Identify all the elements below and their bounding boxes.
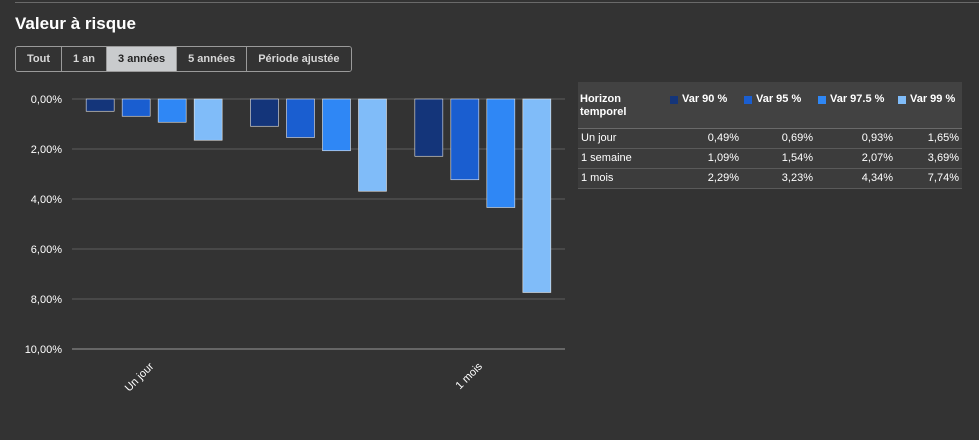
bar — [250, 98, 279, 127]
cell-value: 0,93% — [816, 128, 896, 149]
tab-1-year[interactable]: 1 an — [62, 47, 108, 71]
cell-horizon: Un jour — [578, 128, 668, 149]
cell-value: 0,49% — [668, 128, 742, 149]
legend-swatch-var-90 — [670, 96, 678, 104]
y-tick-label: 4,00% — [31, 194, 62, 206]
table-row: 1 mois 2,29% 3,23% 4,34% 7,74% — [578, 168, 962, 189]
y-tick-label: 10,00% — [25, 344, 63, 356]
col-horizon: Horizon temporel — [578, 82, 668, 129]
cell-value: 1,54% — [742, 148, 816, 169]
bar — [85, 98, 115, 112]
var-bar-chart: 0,00% 2,00% 4,00% 6,00% 8,00% 10,00% Un jour 1 … — [25, 94, 565, 394]
tab-3-years[interactable]: 3 années — [107, 47, 178, 71]
legend-swatch-var-95 — [744, 96, 752, 104]
cell-value: 1,09% — [668, 148, 742, 169]
bar — [486, 98, 516, 208]
y-tick-label: 8,00% — [31, 294, 62, 306]
cell-horizon: 1 semaine — [578, 148, 668, 169]
bar — [414, 98, 444, 157]
legend-swatch-var-97-5 — [818, 96, 826, 104]
col-var-90: Var 90 % — [668, 82, 742, 129]
var-table: Horizon temporel Var 90 % Var 95 % Var 9… — [578, 82, 962, 189]
period-tabs: Tout 1 an 3 années 5 années Période ajus… — [15, 46, 352, 72]
bar — [121, 98, 151, 117]
y-tick-label: 6,00% — [31, 244, 62, 256]
bar — [358, 98, 387, 192]
tab-all[interactable]: Tout — [16, 47, 63, 71]
col-var-99: Var 99 % — [896, 82, 962, 129]
tab-adjusted-period[interactable]: Période ajustée — [247, 47, 351, 71]
table-row: 1 semaine 1,09% 1,54% 2,07% 3,69% — [578, 148, 962, 169]
cell-value: 4,34% — [816, 168, 896, 189]
cell-value: 3,69% — [896, 148, 962, 169]
cell-value: 2,29% — [668, 168, 742, 189]
table-row: Un jour 0,49% 0,69% 0,93% 1,65% — [578, 128, 962, 149]
cell-value: 2,07% — [816, 148, 896, 169]
cell-value: 3,23% — [742, 168, 816, 189]
cell-value: 7,74% — [896, 168, 962, 189]
x-tick-label: Un jour — [123, 360, 157, 394]
col-var-97-5: Var 97.5 % — [816, 82, 896, 129]
col-var-95: Var 95 % — [742, 82, 816, 129]
bar — [157, 98, 187, 123]
y-tick-label: 2,00% — [31, 144, 62, 156]
x-tick-label: 1 mois — [454, 360, 486, 392]
cell-value: 1,65% — [896, 128, 962, 149]
page-title: Valeur à risque — [15, 14, 136, 33]
bar — [450, 98, 480, 181]
legend-swatch-var-99 — [898, 96, 906, 104]
top-divider — [15, 2, 979, 3]
bar — [193, 98, 223, 141]
table-header-row: Horizon temporel Var 90 % Var 95 % Var 9… — [578, 82, 962, 129]
tab-5-years[interactable]: 5 années — [177, 47, 248, 71]
y-tick-label: 0,00% — [31, 94, 62, 106]
cell-horizon: 1 mois — [578, 168, 668, 189]
bar — [286, 98, 315, 138]
bar — [322, 98, 351, 152]
bar — [522, 98, 552, 293]
cell-value: 0,69% — [742, 128, 816, 149]
